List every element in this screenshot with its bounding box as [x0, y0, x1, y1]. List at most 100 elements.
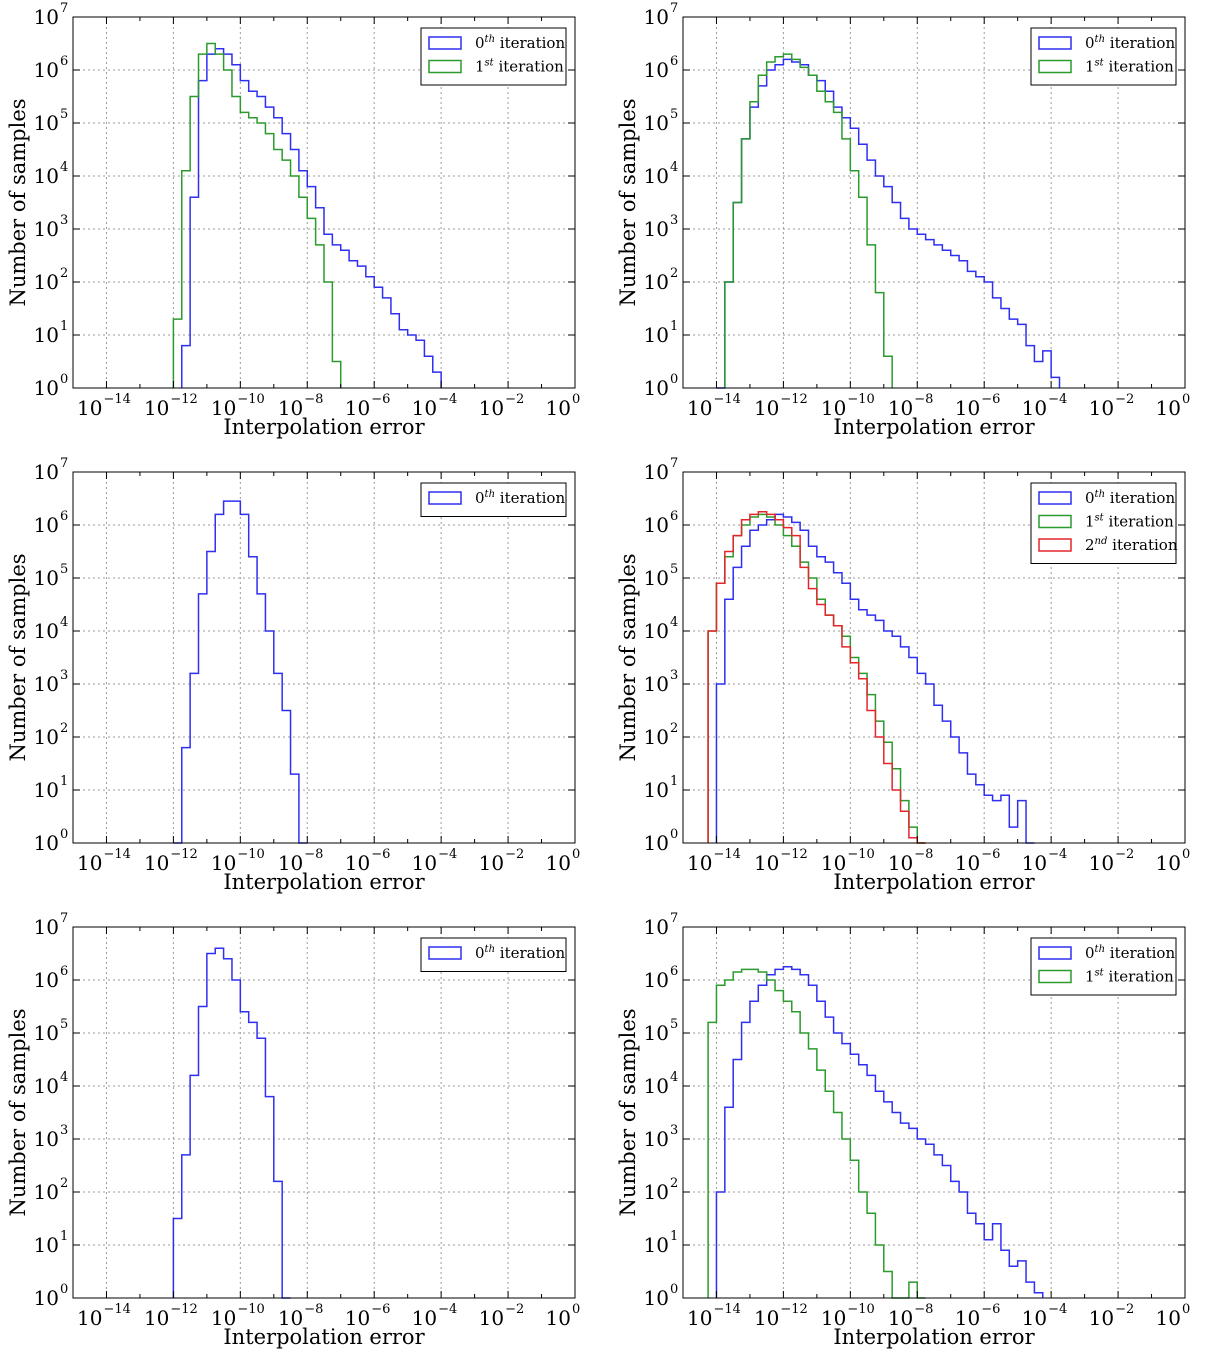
y-tick-label: 10	[644, 1233, 669, 1257]
histogram-bin	[249, 118, 257, 388]
histogram-bin	[274, 1181, 282, 1298]
x-tick-label: 10	[1022, 1306, 1047, 1330]
y-tick-label: 10	[644, 1021, 669, 1045]
histogram-bin	[959, 261, 967, 388]
histogram-bin	[792, 536, 800, 843]
ticks	[72, 471, 576, 844]
histogram-bin	[232, 980, 240, 1298]
x-tick-label-exponent: −10	[847, 392, 874, 407]
y-tick-label-exponent: 1	[670, 774, 678, 789]
y-tick-label: 10	[644, 619, 669, 643]
y-axis-label: Number of samples	[616, 98, 640, 306]
histogram-bin	[909, 658, 917, 844]
plot-frame	[682, 471, 1186, 844]
legend-label: 0th iteration	[1085, 944, 1175, 962]
histogram-bin	[349, 261, 357, 388]
x-tick-label: 10	[1156, 396, 1181, 420]
y-tick-label: 10	[34, 460, 59, 484]
histogram-bin	[324, 282, 332, 388]
x-tick-label-exponent: −4	[1048, 1302, 1067, 1317]
x-tick-label: 10	[546, 1306, 571, 1330]
x-tick-label-exponent: 0	[572, 1302, 580, 1317]
legend-swatch	[1038, 36, 1072, 50]
y-axis-label: Number of samples	[616, 1008, 640, 1216]
histogram-bin	[733, 536, 741, 843]
y-axis-label: Number of samples	[6, 553, 30, 761]
x-tick-label: 10	[412, 1306, 437, 1330]
histogram-bin	[884, 764, 892, 844]
x-tick-label: 10	[412, 851, 437, 875]
legend-swatch	[428, 491, 462, 505]
y-tick-label-exponent: 0	[60, 1282, 68, 1297]
x-tick-label-exponent: −12	[170, 1302, 197, 1317]
x-tick-label: 10	[479, 1306, 504, 1330]
histogram-bin	[249, 557, 257, 843]
histogram-bin	[725, 552, 733, 844]
x-tick-label-exponent: −12	[780, 1302, 807, 1317]
histogram-bin	[1051, 377, 1059, 388]
x-tick-label-exponent: −12	[780, 392, 807, 407]
histogram-bin	[842, 139, 850, 388]
x-tick-label-exponent: −12	[170, 392, 197, 407]
y-tick-label-exponent: 6	[670, 964, 678, 979]
y-tick-label: 10	[644, 1180, 669, 1204]
histogram-line	[172, 947, 291, 1299]
histogram-bin	[232, 97, 240, 389]
x-tick-label: 10	[888, 396, 913, 420]
series-0th-iteration	[716, 58, 1061, 389]
y-tick-label-exponent: 7	[60, 911, 68, 926]
histogram-bin	[215, 54, 223, 388]
histogram-panel-2: 10 −14 10 −12 10 −10 10 −8 10 −6 10 −4 10 −2 10 0 10 0 10 1…	[610, 0, 1214, 455]
x-axis-label: Interpolation error	[223, 415, 425, 439]
legend-label-superscript: th	[1095, 489, 1105, 500]
histogram-bin	[1043, 351, 1051, 388]
histogram-panel-1: 10 −14 10 −12 10 −10 10 −8 10 −6 10 −4 10 −2 10 0 10 0 10 1…	[0, 0, 610, 455]
histogram-bin	[892, 1113, 900, 1299]
x-tick-label-exponent: −2	[505, 847, 524, 862]
histogram-bin	[800, 1033, 808, 1298]
histogram-bin	[307, 218, 315, 388]
y-tick-label-exponent: 0	[60, 827, 68, 842]
x-tick-label: 10	[687, 851, 712, 875]
y-tick-label: 10	[644, 1127, 669, 1151]
histogram-bin	[917, 673, 925, 843]
histogram-bin	[767, 514, 775, 843]
x-tick-label-exponent: −14	[103, 847, 130, 862]
legend-label-text: iteration	[1105, 944, 1175, 962]
histogram-bin	[299, 197, 307, 388]
legend-swatch	[1038, 946, 1072, 960]
histogram-bin	[190, 97, 198, 389]
x-tick-label-exponent: −8	[304, 1302, 323, 1317]
y-tick-label-exponent: 2	[60, 1176, 68, 1191]
x-tick-label-exponent: −8	[914, 847, 933, 862]
y-tick-label: 10	[644, 672, 669, 696]
x-tick-label: 10	[955, 396, 980, 420]
histogram-bin	[867, 1213, 875, 1298]
x-tick-label-exponent: −2	[505, 392, 524, 407]
x-tick-label: 10	[955, 1306, 980, 1330]
y-tick-label-exponent: 6	[60, 509, 68, 524]
histogram-bin	[800, 567, 808, 843]
histogram-bin	[817, 1070, 825, 1298]
x-tick-label: 10	[754, 1306, 779, 1330]
y-tick-label: 10	[34, 323, 59, 347]
legend-label-superscript: st	[1095, 513, 1105, 524]
histogram-bin	[249, 1022, 257, 1298]
histogram-bin	[742, 520, 750, 843]
histogram-bin	[850, 663, 858, 843]
histogram-bin	[173, 1219, 181, 1299]
y-tick-label: 10	[644, 968, 669, 992]
histogram-bin	[934, 1155, 942, 1298]
legend-label-superscript: th	[485, 489, 495, 500]
series-1st-iteration	[724, 53, 893, 388]
x-tick-label: 10	[546, 396, 571, 420]
histogram-bin	[750, 969, 758, 1298]
histogram-bin	[182, 171, 190, 388]
histogram-panel-3: 10 −14 10 −12 10 −10 10 −8 10 −6 10 −4 10 −2 10 0 10 0 10 1…	[0, 455, 610, 910]
histogram-bin	[207, 44, 215, 389]
y-axis-label: Number of samples	[6, 98, 30, 306]
histogram-bin	[391, 314, 399, 388]
legend-label-superscript: th	[485, 34, 495, 45]
